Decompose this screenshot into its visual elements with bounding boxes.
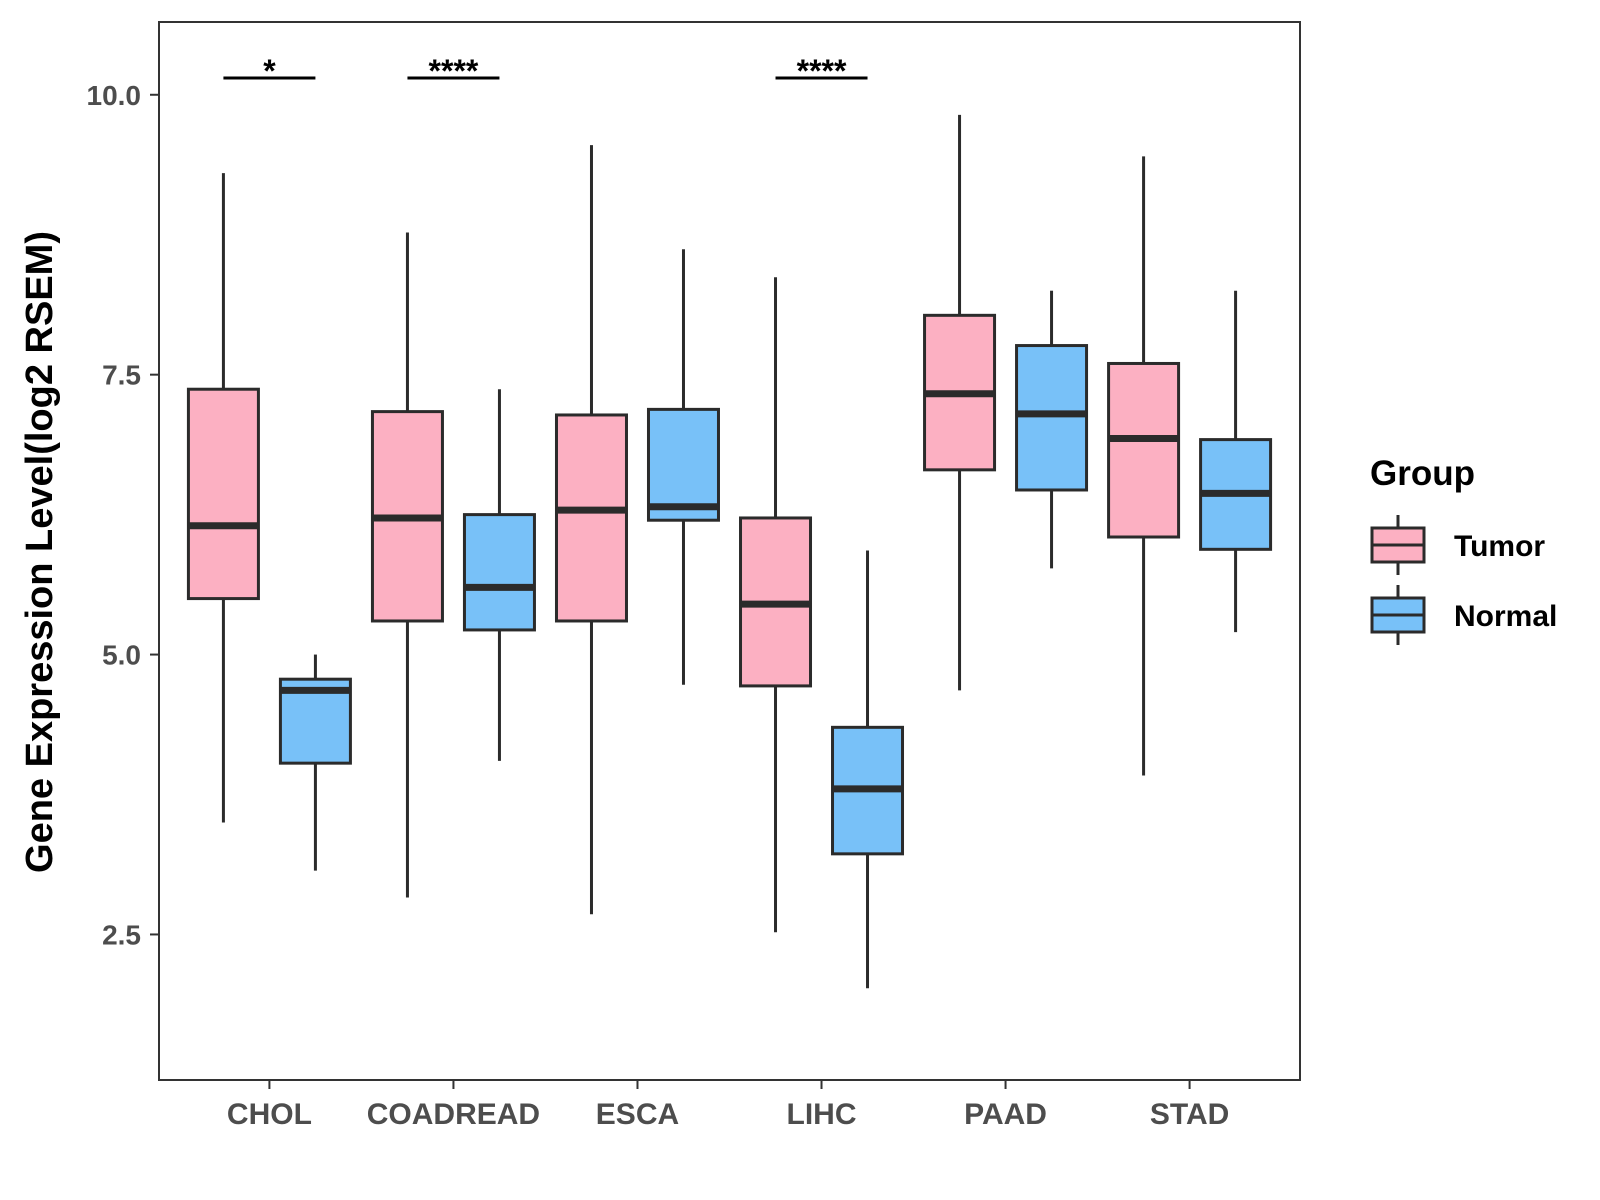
x-tick-label: STAD	[1150, 1098, 1229, 1131]
x-tick-label: PAAD	[964, 1098, 1047, 1131]
box-tumor-esca	[554, 145, 628, 915]
legend-key-normal: Normal	[1370, 585, 1557, 645]
y-tick-label: 5.0	[102, 640, 141, 671]
box-body	[1107, 361, 1181, 539]
y-axis-title: Gene Expression Level(log2 RSEM)	[19, 231, 61, 873]
legend-label: Tumor	[1454, 530, 1545, 563]
legend-keys: Tumor Normal	[1370, 515, 1557, 645]
box-normal-lihc	[831, 550, 905, 989]
box-tumor-lihc	[739, 277, 813, 933]
legend: Group Tumor Normal	[1370, 454, 1557, 645]
plot-area: 2.5 5.0 7.5 10.0 CHOL COADREAD ESCA LIHC PAAD STA…	[87, 21, 1301, 1131]
box-normal-chol	[278, 654, 352, 871]
x-tick-label: COADREAD	[367, 1098, 540, 1131]
y-tick-label: 10.0	[87, 80, 142, 111]
box-body	[554, 413, 628, 623]
legend-label: Normal	[1454, 600, 1557, 633]
legend-title: Group	[1370, 454, 1475, 493]
x-tick-label: ESCA	[596, 1098, 679, 1131]
box-tumor-coadread	[370, 232, 444, 898]
box-normal-coadread	[462, 389, 536, 761]
y-tick-label: 2.5	[102, 919, 141, 950]
box-normal-esca	[646, 249, 720, 685]
box-tumor-chol	[186, 173, 260, 823]
box-body	[462, 513, 536, 632]
box-normal-paad	[1015, 290, 1089, 569]
box-tumor-stad	[1107, 156, 1181, 776]
significance-label: *	[263, 53, 276, 89]
y-tick-label: 7.5	[102, 360, 141, 391]
panel-border	[158, 21, 1301, 1081]
significance-label: ****	[797, 53, 847, 89]
box-normal-stad	[1199, 290, 1273, 633]
box-body	[186, 387, 260, 601]
box-body	[1015, 344, 1089, 492]
significance-label: ****	[429, 53, 479, 89]
box-body	[646, 407, 720, 522]
x-tick-label: LIHC	[787, 1098, 857, 1131]
legend-key-tumor: Tumor	[1370, 515, 1545, 575]
x-tick-label: CHOL	[227, 1098, 312, 1131]
box-tumor-paad	[923, 114, 997, 691]
